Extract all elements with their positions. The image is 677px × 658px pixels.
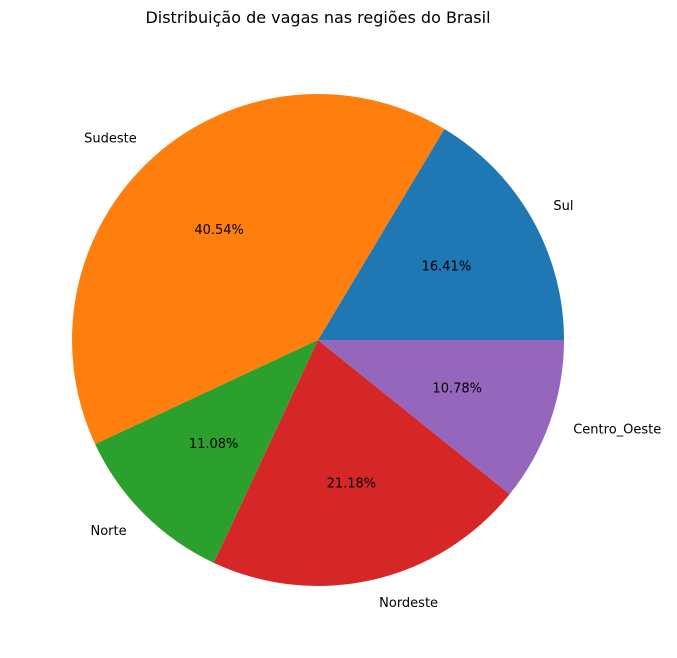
pie-slices bbox=[71, 94, 564, 586]
slice-percent-norte: 11.08% bbox=[189, 437, 239, 452]
pie-slice-sul bbox=[318, 128, 564, 340]
slice-label-centro_oeste: Centro_Oeste bbox=[573, 422, 661, 437]
slice-label-nordeste: Nordeste bbox=[379, 596, 438, 611]
slice-percent-sul: 16.41% bbox=[422, 260, 472, 275]
slice-percent-nordeste: 21.18% bbox=[327, 476, 377, 491]
pie-slice-labels: Sul Sudeste Norte Nordeste Centro_Oeste bbox=[84, 132, 661, 612]
slice-percent-sudeste: 40.54% bbox=[194, 223, 244, 238]
slice-label-sudeste: Sudeste bbox=[84, 132, 137, 147]
slice-percent-centro_oeste: 10.78% bbox=[432, 382, 482, 397]
slice-label-sul: Sul bbox=[553, 199, 573, 214]
chart-title: Distribuição de vagas nas regiões do Bra… bbox=[145, 8, 490, 27]
pie-slice-centro_oeste bbox=[318, 340, 564, 495]
slice-label-norte: Norte bbox=[90, 524, 126, 539]
pie-slice-nordeste bbox=[213, 340, 510, 586]
pie-percent-labels: 16.41% 40.54% 11.08% 21.18% 10.78% bbox=[189, 223, 482, 491]
pie-slice-sudeste bbox=[71, 94, 445, 445]
pie-slice-norte bbox=[95, 340, 319, 563]
